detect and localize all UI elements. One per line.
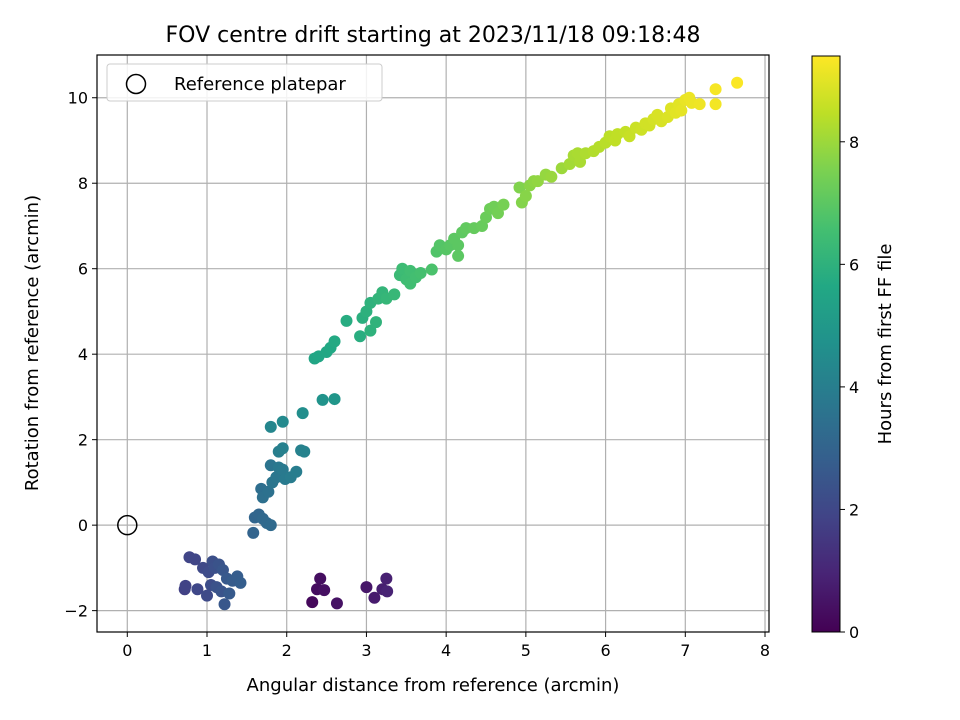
data-point <box>368 591 381 604</box>
y-tick-label: 8 <box>78 174 88 193</box>
reference-marker <box>117 514 138 536</box>
data-point <box>370 316 383 329</box>
data-point <box>276 442 289 455</box>
x-tick-label: 3 <box>361 641 371 660</box>
data-point <box>364 324 377 337</box>
data-point <box>316 393 329 406</box>
data-point <box>531 175 544 188</box>
data-point <box>380 572 393 585</box>
data-point <box>191 583 204 596</box>
data-point <box>709 83 722 96</box>
colorbar-label: Hours from first FF file <box>875 244 896 445</box>
data-point <box>247 526 260 539</box>
data-point <box>328 393 341 406</box>
legend-reference-marker <box>125 73 147 95</box>
data-point <box>276 415 289 428</box>
legend-box <box>106 63 383 102</box>
data-point <box>179 579 192 592</box>
data-point <box>264 519 277 532</box>
reference-platepar-point <box>117 514 138 536</box>
data-point <box>497 198 510 211</box>
colorbar-tick-label: 6 <box>849 255 859 274</box>
data-point <box>189 553 202 566</box>
plot-frame <box>96 54 770 633</box>
data-point <box>623 130 636 143</box>
y-tick-label: 0 <box>78 516 88 535</box>
colorbar-tick-label: 0 <box>849 623 859 642</box>
x-tick-label: 7 <box>680 641 690 660</box>
data-point <box>491 207 504 220</box>
data-point <box>709 98 722 111</box>
data-point <box>234 576 247 589</box>
colorbar-gradient <box>811 55 841 633</box>
y-tick-label: 6 <box>78 260 88 279</box>
data-points <box>178 76 744 611</box>
chart-title: FOV centre drift starting at 2023/11/18 … <box>166 23 701 48</box>
x-tick-label: 4 <box>441 641 451 660</box>
data-point <box>218 598 231 611</box>
data-point <box>675 104 688 117</box>
legend: Reference platepar <box>106 63 383 102</box>
grid-lines <box>97 55 769 632</box>
data-point <box>318 584 331 597</box>
data-point <box>298 445 311 458</box>
data-point <box>314 572 327 585</box>
colorbar-ticks: 0 2 4 6 8 <box>840 133 859 642</box>
colorbar-tick-label: 4 <box>849 378 859 397</box>
data-point <box>223 587 236 600</box>
y-tick-label: 10 <box>68 89 88 108</box>
legend-label: Reference platepar <box>174 74 346 95</box>
x-tick-label: 0 <box>122 641 132 660</box>
x-tick-label: 2 <box>282 641 292 660</box>
data-point <box>340 314 353 327</box>
data-point <box>452 249 465 262</box>
x-axis-label: Angular distance from reference (arcmin) <box>247 675 620 696</box>
data-point <box>452 239 465 252</box>
data-point <box>388 288 401 301</box>
data-point <box>414 266 427 279</box>
data-point <box>264 420 277 433</box>
x-tick-label: 6 <box>600 641 610 660</box>
data-point <box>360 581 373 594</box>
y-axis-label: Rotation from reference (arcmin) <box>22 195 43 491</box>
y-tick-label: −2 <box>64 602 88 621</box>
y-tick-label: 4 <box>78 345 88 364</box>
data-point <box>276 463 289 476</box>
colorbar: 0 2 4 6 8 Hours from first FF file <box>811 55 896 642</box>
y-axis-ticks: −2 0 2 4 6 8 10 <box>64 89 97 621</box>
y-tick-label: 2 <box>78 431 88 450</box>
data-point <box>545 170 558 183</box>
data-point <box>354 330 367 343</box>
data-point <box>425 263 438 276</box>
data-point <box>381 585 394 598</box>
x-tick-label: 8 <box>760 641 770 660</box>
x-tick-label: 5 <box>521 641 531 660</box>
x-tick-label: 1 <box>202 641 212 660</box>
data-point <box>262 485 275 498</box>
colorbar-tick-label: 2 <box>849 500 859 519</box>
data-point <box>330 597 343 610</box>
data-point <box>306 596 319 609</box>
data-point <box>693 98 706 111</box>
colorbar-tick-label: 8 <box>849 133 859 152</box>
data-point <box>574 155 587 168</box>
data-point <box>201 589 214 602</box>
data-point <box>731 76 744 89</box>
data-point <box>290 465 303 478</box>
x-axis-ticks: 0 1 2 3 4 5 6 7 8 <box>122 632 770 660</box>
data-point <box>519 190 532 203</box>
data-point <box>513 181 526 194</box>
data-point <box>296 407 309 420</box>
data-point <box>328 335 341 348</box>
